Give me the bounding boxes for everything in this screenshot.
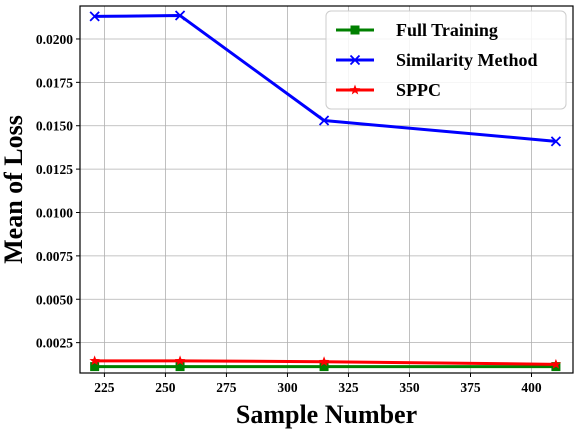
- x-tick-label: 350: [399, 380, 420, 395]
- x-marker: [550, 136, 562, 147]
- legend-entry: Similarity Method: [336, 50, 538, 70]
- square-marker: [175, 362, 185, 372]
- x-tick-label: 325: [338, 380, 359, 395]
- x-tick-label: 300: [277, 380, 298, 395]
- legend-label: SPPC: [396, 80, 441, 100]
- x-marker: [174, 10, 186, 21]
- x-marker: [349, 54, 361, 66]
- square-marker: [350, 25, 360, 35]
- legend-entry: SPPC: [336, 80, 441, 100]
- star-marker: [318, 356, 330, 367]
- x-tick-label: 375: [460, 380, 481, 395]
- x-tick-label: 250: [155, 380, 176, 395]
- y-tick-label: 0.0025: [36, 336, 73, 351]
- square-marker: [319, 362, 329, 372]
- y-axis-ticks: 0.0025 0.0050 0.0075 0.0100 0.0125 0.0150 0.01…: [36, 32, 80, 351]
- star-marker: [550, 358, 562, 369]
- legend-label: Full Training: [396, 20, 498, 40]
- y-tick-label: 0.0100: [36, 205, 73, 220]
- legend: Full Training Similarity Method SPPC: [325, 10, 567, 110]
- legend-box: [325, 10, 567, 110]
- x-marker: [318, 115, 330, 126]
- y-tick-label: 0.0150: [36, 119, 73, 134]
- x-axis-title: Sample Number: [236, 400, 417, 429]
- y-tick-label: 0.0200: [36, 32, 73, 47]
- x-marker: [89, 11, 100, 22]
- x-tick-label: 275: [216, 380, 237, 395]
- x-tick-label: 225: [94, 380, 115, 395]
- legend-entry: Full Training: [336, 20, 498, 40]
- series-similarity-method: [89, 10, 562, 147]
- square-marker: [90, 362, 100, 372]
- x-axis-ticks: 225 250 275 300 325 350 375 400: [94, 373, 542, 395]
- y-tick-label: 0.0075: [36, 249, 73, 264]
- y-tick-label: 0.0175: [36, 75, 73, 90]
- star-marker: [89, 355, 100, 366]
- x-tick-label: 400: [521, 380, 542, 395]
- series-sppc: [89, 355, 562, 369]
- plot-frame: [79, 5, 574, 374]
- series-line: [94, 359, 556, 366]
- star-marker: [349, 84, 361, 95]
- series-line: [94, 14, 557, 143]
- y-axis-title: Mean of Loss: [0, 115, 28, 264]
- series-layer: [89, 10, 562, 372]
- star-marker: [174, 355, 186, 366]
- y-tick-label: 0.0125: [36, 162, 73, 177]
- y-tick-label: 0.0050: [36, 292, 73, 307]
- legend-label: Similarity Method: [396, 50, 538, 70]
